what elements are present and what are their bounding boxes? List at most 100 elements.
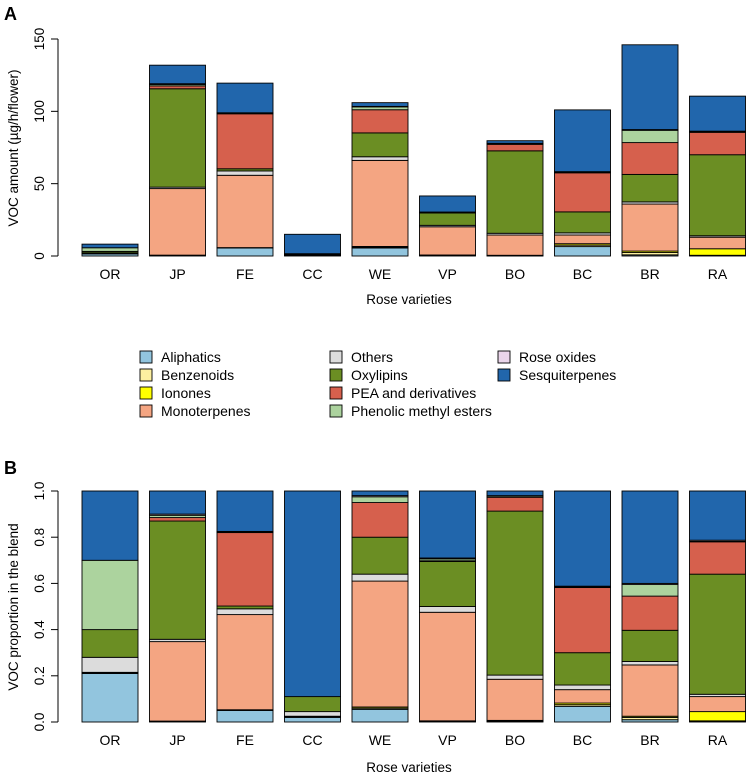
panel-b-segment-oxylipins: [81, 629, 139, 658]
panel-a-x-tick-label: BC: [573, 266, 592, 282]
panel-a-x-tick-label: JP: [169, 266, 185, 282]
panel-b-bar-bo: [486, 490, 544, 723]
panel-b-x-tick-label: OR: [100, 732, 121, 748]
legend-label: Others: [351, 349, 393, 365]
panel-b-segment-oxylipins: [284, 696, 341, 713]
panel-a-segment-oxylipins: [486, 150, 544, 234]
panel-a-x-tick-label: FE: [236, 266, 254, 282]
panel-b-segment-monoterpenes: [621, 664, 679, 717]
panel-a-segment-aliphatics: [351, 247, 409, 257]
panel-a-label: A: [4, 4, 17, 24]
panel-a-segment-others: [351, 156, 409, 161]
panel-b-y-tick-label: 0.0: [32, 713, 47, 732]
panel-b-xlabel: Rose varieties: [366, 760, 452, 775]
panel-a-segment-monoterpenes: [689, 236, 746, 250]
panel-b-y-tick-label: 0.4: [32, 620, 47, 639]
panel-a-segment-phenolic-methyl-esters: [621, 129, 679, 144]
legend-item-sesquiterpenes: Sesquiterpenes: [497, 367, 616, 383]
panel-b-segment-ionones: [689, 711, 746, 722]
panel-b-segment-pea-and-derivatives: [486, 496, 544, 512]
panel-a-segment-sesquiterpenes: [554, 109, 611, 173]
panel-b-label: B: [4, 458, 17, 478]
panel-b-segment-phenolic-methyl-esters: [351, 496, 409, 503]
panel-a-segment-pea-and-derivatives: [216, 113, 274, 170]
panel-b-segment-monoterpenes: [351, 580, 409, 708]
panel-a-segment-monoterpenes: [351, 159, 409, 247]
legend-item-phenolic-methyl-esters: Phenolic methyl esters: [329, 403, 492, 419]
panel-b-segment-oxylipins: [486, 510, 544, 676]
panel-b-bar-fe: [216, 490, 274, 723]
panel-b-x-tick-label: CC: [302, 732, 322, 748]
panel-a-x-tick-label: RA: [708, 266, 728, 282]
panel-b-segment-monoterpenes: [554, 689, 611, 704]
panel-b-x-tick-label: WE: [369, 732, 392, 748]
panel-b-segment-sesquiterpenes: [419, 490, 476, 559]
panel-b-bars: [81, 490, 746, 723]
legend: Aliphatics Benzenoids Ionones Monoterpenes O…: [139, 349, 616, 419]
panel-a-bar-we: [351, 102, 409, 257]
legend-swatch-others: [329, 350, 343, 364]
panel-b-segment-aliphatics: [351, 708, 409, 723]
panel-a-segment-pea-and-derivatives: [689, 131, 746, 156]
panel-a-segment-oxylipins: [351, 132, 409, 158]
panel-b-segment-sesquiterpenes: [284, 490, 341, 698]
panel-a-bar-cc: [284, 233, 341, 257]
panel-a-segment-sesquiterpenes: [216, 82, 274, 114]
panel-b-x-tick-label: BO: [505, 732, 525, 748]
legend-swatch-benzenoids: [139, 368, 153, 382]
legend-item-pea-and-derivatives: PEA and derivatives: [329, 385, 476, 401]
panel-a-bar-fe: [216, 82, 274, 257]
panel-b-segment-others: [351, 573, 409, 582]
panel-b-segment-others: [554, 684, 611, 691]
panel-a-segment-oxylipins: [689, 154, 746, 237]
panel-a-bar-br: [621, 44, 679, 257]
legend-item-aliphatics: Aliphatics: [139, 349, 221, 365]
panel-b-segment-monoterpenes: [149, 641, 206, 722]
panel-a-segment-monoterpenes: [486, 234, 544, 256]
panel-b-segment-pea-and-derivatives: [689, 541, 746, 575]
legend-item-others: Others: [329, 349, 393, 365]
panel-b-segment-sesquiterpenes: [621, 490, 679, 584]
panel-a-x-tick-label: BR: [640, 266, 659, 282]
panel-b-segment-sesquiterpenes: [216, 490, 274, 532]
panel-b-y-axis: 0.0 0.2 0.4 0.6 0.8 1.0: [32, 482, 59, 732]
panel-a-segment-monoterpenes: [216, 174, 274, 249]
panel-a-categories: OR JP FE CC WE VP BO BC BR RA: [100, 266, 728, 282]
panel-a-segment-pea-and-derivatives: [621, 142, 679, 175]
panel-b-bar-jp: [149, 490, 206, 723]
legend-label: Rose oxides: [519, 349, 596, 365]
panel-b-categories: OR JP FE CC WE VP BO BC BR RA: [100, 732, 728, 748]
panel-a-segment-ionones: [689, 248, 746, 256]
panel-a-x-tick-label: BO: [505, 266, 525, 282]
panel-b-y-tick-label: 0.8: [32, 528, 47, 547]
panel-b-segment-oxylipins: [419, 561, 476, 607]
panel-b-y-tick-label: 0.2: [32, 666, 47, 685]
panel-b-segment-monoterpenes: [689, 696, 746, 713]
panel-a-x-tick-label: VP: [438, 266, 457, 282]
panel-b-segment-others: [621, 661, 679, 666]
panel-b-bar-br: [621, 490, 679, 723]
panel-b-x-tick-label: RA: [708, 732, 728, 748]
panel-a-segment-aliphatics: [554, 246, 611, 257]
panel-b-bar-ra: [689, 490, 746, 723]
panel-a-y-tick-label: 100: [32, 100, 47, 123]
panel-a-segment-oxylipins: [149, 88, 206, 188]
panel-a-segment-monoterpenes: [149, 188, 206, 256]
panel-b-bar-or: [81, 490, 139, 723]
legend-item-monoterpenes: Monoterpenes: [139, 403, 251, 419]
panel-a-segment-sesquiterpenes: [149, 64, 206, 85]
panel-b-segment-others: [486, 674, 544, 680]
legend-label: Oxylipins: [351, 367, 408, 383]
panel-b-bar-we: [351, 490, 409, 723]
panel-a-bar-bc: [554, 109, 611, 257]
panel-a-bar-jp: [149, 64, 206, 257]
legend-label: PEA and derivatives: [351, 385, 476, 401]
panel-b-bar-cc: [284, 490, 341, 723]
legend-label: Aliphatics: [161, 349, 221, 365]
panel-a: A VOC amount (µg/h/flower) Rose varietie…: [4, 4, 746, 307]
panel-a-segment-sesquiterpenes: [351, 102, 409, 107]
panel-b-segment-sesquiterpenes: [486, 490, 544, 497]
panel-a-y-tick-label: 0: [32, 252, 47, 260]
panel-b-segment-others: [284, 711, 341, 717]
